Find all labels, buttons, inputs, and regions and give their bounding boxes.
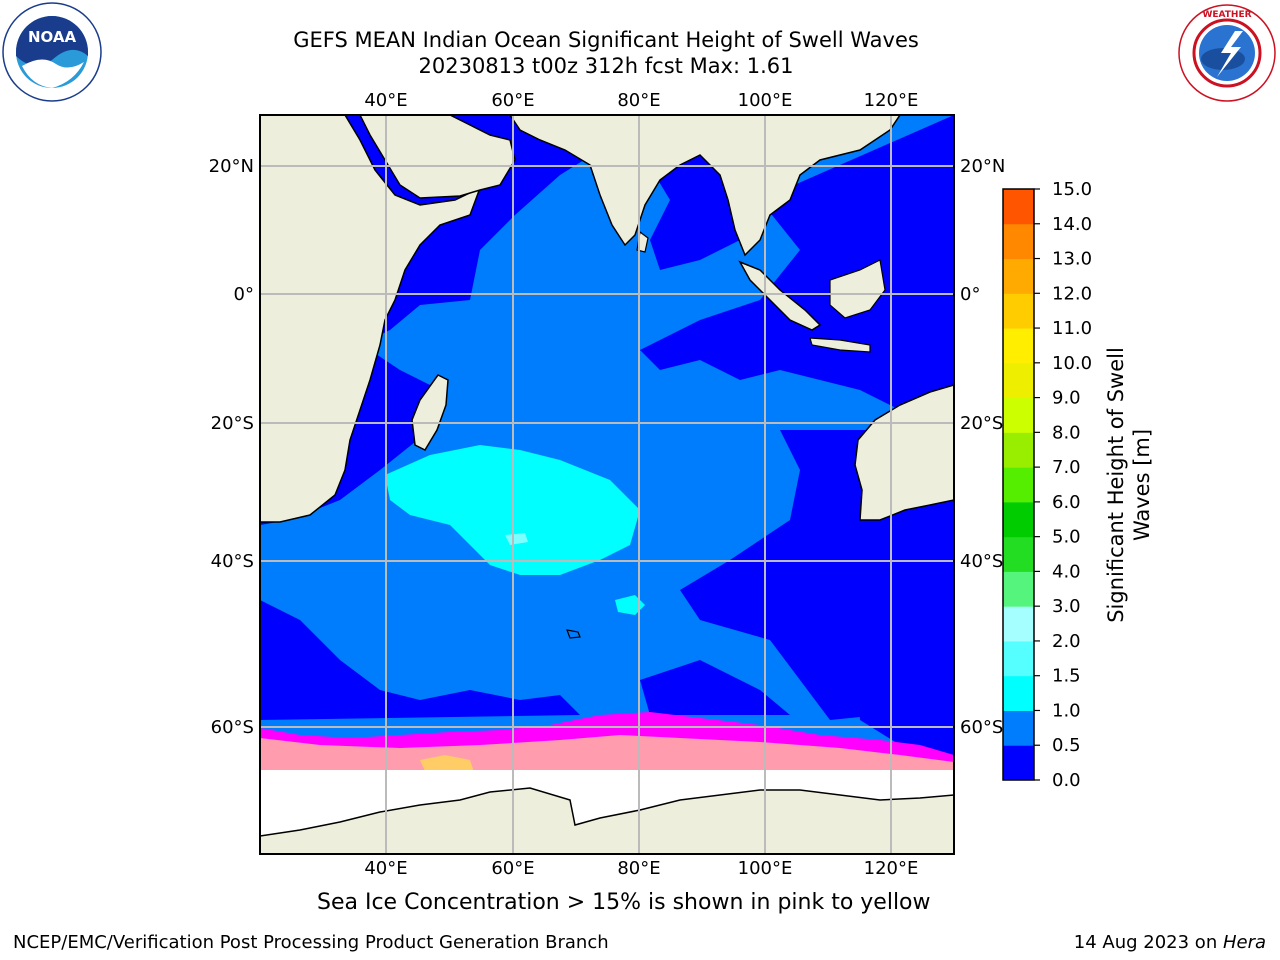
lat-label-right: 60°S xyxy=(960,717,1003,738)
chart-subtitle: 20230813 t00z 312h fcst Max: 1.61 xyxy=(418,54,794,78)
map-area xyxy=(260,115,954,854)
colorbar-band xyxy=(1003,189,1034,225)
colorbar-tick-label: 6.0 xyxy=(1052,492,1081,513)
lat-label-left: 60°S xyxy=(211,717,254,738)
footer-date: 14 Aug 2023 on Hera xyxy=(1074,932,1266,953)
lon-label-top: 40°E xyxy=(364,90,407,111)
nws-logo: WEATHER xyxy=(1178,4,1276,102)
colorbar-band xyxy=(1003,571,1034,607)
colorbar-tick-label: 9.0 xyxy=(1052,388,1081,409)
colorbar-band xyxy=(1003,501,1034,538)
colorbar-band xyxy=(1003,467,1034,503)
colorbar-tick-label: 13.0 xyxy=(1052,249,1092,270)
svg-text:NOAA: NOAA xyxy=(28,28,77,46)
colorbar-label-line1: Significant Height of Swell xyxy=(1104,347,1128,623)
lat-label-left: 40°S xyxy=(211,551,254,572)
lat-label-right: 0° xyxy=(960,284,980,305)
sumatra-land xyxy=(738,260,822,331)
chart-title: GEFS MEAN Indian Ocean Significant Heigh… xyxy=(293,28,919,52)
lon-label-bottom: 60°E xyxy=(491,858,534,879)
colorbar-band xyxy=(1003,675,1034,711)
colorbar-band xyxy=(1003,362,1034,399)
noaa-logo: NOAA xyxy=(2,2,102,102)
lat-label-left: 20°S xyxy=(211,413,254,434)
footer-date-text: 14 Aug 2023 on xyxy=(1073,932,1223,953)
madagascar-land xyxy=(411,374,449,451)
colorbar-tick-label: 4.0 xyxy=(1052,561,1081,582)
colorbar-frame xyxy=(1002,188,1035,781)
colorbar-tick-label: 0.5 xyxy=(1052,735,1081,756)
footer-credit: NCEP/EMC/Verification Post Processing Pr… xyxy=(13,932,609,953)
colorbar-tick-label: 15.0 xyxy=(1052,179,1092,200)
lon-label-top: 60°E xyxy=(491,90,534,111)
colorbar-tick-label: 2.0 xyxy=(1052,631,1081,652)
colorbar-band xyxy=(1003,536,1034,572)
colorbar-band xyxy=(1003,397,1034,433)
java-land xyxy=(809,337,871,353)
australia-land xyxy=(854,384,954,521)
arabia-land xyxy=(359,115,516,199)
lon-label-top: 80°E xyxy=(617,90,660,111)
colorbar-band xyxy=(1003,258,1034,294)
colorbar-tick-label: 8.0 xyxy=(1052,422,1081,443)
swell-highest-spot xyxy=(505,533,528,545)
lat-label-right: 20°S xyxy=(960,413,1003,434)
colorbar xyxy=(1003,189,1034,781)
africa-land xyxy=(260,115,482,523)
colorbar-tick-label: 0.0 xyxy=(1052,770,1081,791)
colorbar-tick-label: 3.0 xyxy=(1052,596,1081,617)
borneo-land xyxy=(829,259,886,319)
colorbar-tick-label: 1.5 xyxy=(1052,666,1081,687)
colorbar-tick-label: 10.0 xyxy=(1052,353,1092,374)
kerguelen-island xyxy=(566,629,581,639)
colorbar-band xyxy=(1003,745,1034,781)
swell-low-indonesia xyxy=(640,115,954,410)
colorbar-tick-label: 14.0 xyxy=(1052,214,1092,235)
swell-low-southwest xyxy=(260,600,580,720)
swell-low-southcentral xyxy=(640,660,790,715)
lat-label-left: 0° xyxy=(234,284,254,305)
lat-label-right: 20°N xyxy=(960,156,1005,177)
lon-label-bottom: 100°E xyxy=(738,858,793,879)
colorbar-tick-label: 7.0 xyxy=(1052,457,1081,478)
colorbar-band xyxy=(1003,328,1034,364)
colorbar-ticks: 15.0 14.0 13.0 12.0 11.0 10.0 9.0 8.0 7.0 6.0 5.0 4… xyxy=(1034,179,1092,791)
colorbar-band xyxy=(1003,432,1034,468)
colorbar-band xyxy=(1003,223,1034,260)
lon-label-bottom: 80°E xyxy=(617,858,660,879)
colorbar-tick-label: 12.0 xyxy=(1052,283,1092,304)
colorbar-tick-label: 5.0 xyxy=(1052,527,1081,548)
lon-label-top: 100°E xyxy=(738,90,793,111)
colorbar-tick-label: 1.0 xyxy=(1052,700,1081,721)
svg-text:WEATHER: WEATHER xyxy=(1202,10,1251,20)
lon-label-bottom: 40°E xyxy=(364,858,407,879)
swell-high-small-patch xyxy=(615,595,645,615)
colorbar-band xyxy=(1003,293,1034,329)
lat-label-left: 20°N xyxy=(209,156,254,177)
lon-label-bottom: 120°E xyxy=(864,858,919,879)
lat-label-right: 40°S xyxy=(960,551,1003,572)
map-frame xyxy=(259,114,955,855)
footer-host: Hera xyxy=(1222,932,1266,953)
colorbar-band xyxy=(1003,710,1034,746)
sea-ice-caption: Sea Ice Concentration > 15% is shown in … xyxy=(317,890,931,915)
grid-lines xyxy=(260,115,954,854)
lon-label-top: 120°E xyxy=(864,90,919,111)
colorbar-band xyxy=(1003,640,1034,677)
colorbar-band xyxy=(1003,606,1034,642)
colorbar-tick-label: 11.0 xyxy=(1052,318,1092,339)
colorbar-label-line2: Waves [m] xyxy=(1130,429,1154,541)
swell-low-australia-south xyxy=(850,510,954,760)
